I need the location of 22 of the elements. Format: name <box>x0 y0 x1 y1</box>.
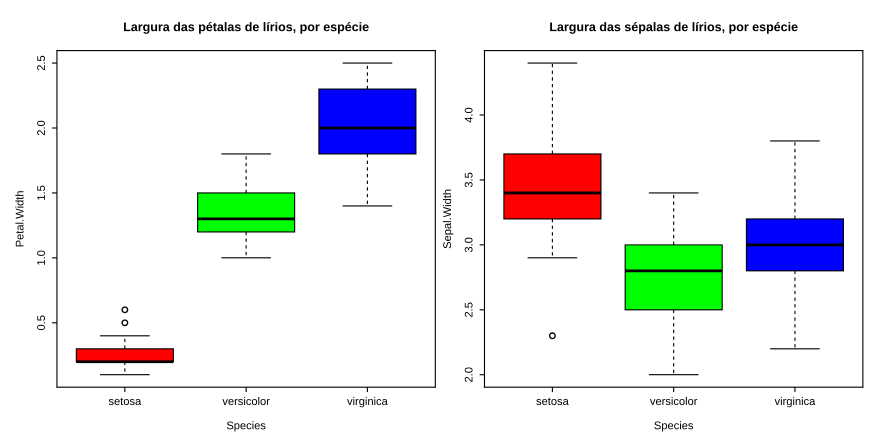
y-tick-label: 0.5 <box>37 316 46 330</box>
x-tick-label: versicolor <box>222 396 270 406</box>
y-tick-label: 2.5 <box>37 56 46 70</box>
y-tick-label: 1.0 <box>37 250 46 265</box>
y-tick-label: 3.5 <box>464 172 473 188</box>
x-tick-label: virginica <box>347 396 388 408</box>
x-axis-title: Species <box>226 421 266 432</box>
chart-title: Largura das pétalas de lírios, por espécie <box>124 22 369 34</box>
y-tick-label: 4.0 <box>464 108 473 122</box>
x-tick-label: setosa <box>108 398 142 406</box>
y-tick-label: 2.0 <box>37 120 46 136</box>
y-tick-label: 3.0 <box>464 238 473 252</box>
chart-title: Largura das sépalas de lírios, por espécie <box>550 22 798 34</box>
y-tick-label: 2.0 <box>464 367 473 382</box>
x-axis-title: Species <box>654 421 694 432</box>
y-axis-title: Sepal.Width <box>442 190 454 248</box>
x-tick-label: versicolor <box>650 396 698 406</box>
y-tick-label: 2.5 <box>464 302 473 317</box>
x-tick-label: setosa <box>536 398 569 406</box>
y-tick-label: 1.5 <box>37 186 46 200</box>
y-axis-title: Petal.Width <box>15 191 24 246</box>
x-tick-label: virginica <box>774 396 816 408</box>
